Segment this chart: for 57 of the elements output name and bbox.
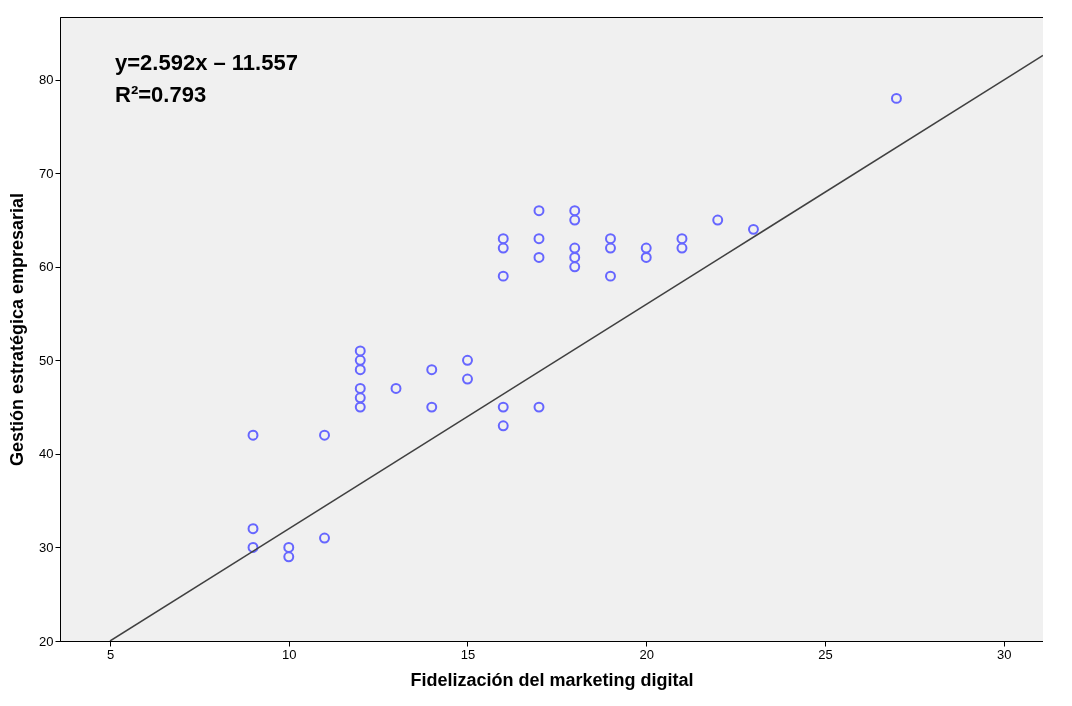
point [283,551,295,563]
x-tick-label: 10 [282,646,297,662]
point [569,261,581,273]
point [354,401,366,413]
point [569,214,581,226]
point [569,242,581,254]
point [247,429,259,441]
point [497,270,509,282]
y-tick-label: 40 [39,446,54,462]
point [354,345,366,357]
point [462,354,473,366]
point [640,242,652,254]
x-tick-label: 20 [639,646,654,662]
point [497,233,509,245]
point [605,233,616,245]
point [354,392,366,404]
point [533,251,545,263]
point [426,364,438,376]
y-tick-label: 50 [39,352,54,368]
point [354,364,366,376]
y-tick-label: 30 [39,539,54,555]
point [676,242,688,254]
point [354,354,366,366]
point [890,92,902,104]
y-tick-label: 20 [39,633,54,649]
point [319,429,330,441]
x-tick-label: 30 [996,646,1012,662]
point [533,401,545,413]
point [605,270,616,282]
point [605,242,616,254]
point [533,233,545,245]
point [497,242,509,254]
point [747,223,759,235]
point [569,205,581,217]
point [283,541,295,553]
x-tick-label: 25 [818,646,833,662]
x-tick-label: 5 [106,646,115,662]
point [247,541,259,553]
point [426,401,438,413]
point [390,382,402,394]
y-tick-label: 60 [39,259,54,275]
point [319,532,330,544]
point [533,205,545,217]
x-tick-label: 15 [460,646,476,662]
point [676,233,688,245]
point [462,373,473,385]
x-axis-title: Fidelización del marketing digital [410,669,694,690]
point [712,214,724,226]
point [247,523,259,535]
y-tick-label: 70 [39,165,54,181]
point [497,401,509,413]
point [497,420,509,432]
y-tick-label: 80 [39,72,54,88]
point [354,382,366,394]
annotation: y=2.592x – 11.557 [115,50,298,75]
annotation: R²=0.793 [115,82,207,107]
y-axis-title: Gestión estratégica empresarial [7,192,28,467]
